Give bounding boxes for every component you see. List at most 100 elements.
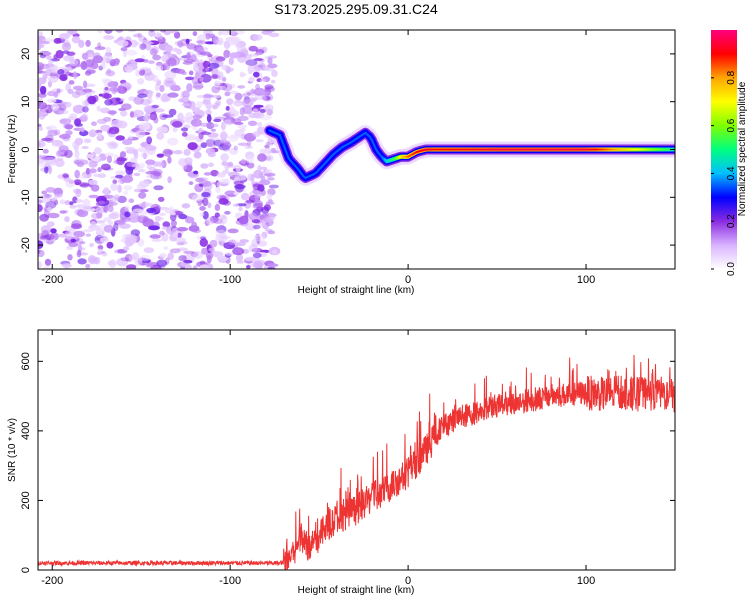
heatmap-cell — [207, 202, 212, 209]
heatmap-cell — [76, 252, 89, 256]
heatmap-cell — [43, 193, 53, 198]
heatmap-cell — [160, 94, 169, 103]
heatmap-cell — [161, 114, 174, 118]
heatmap-cell — [61, 42, 72, 52]
heatmap-cell — [48, 64, 59, 71]
heatmap-cell — [150, 170, 160, 175]
heatmap-cell — [67, 254, 73, 261]
heatmap-cell — [74, 118, 82, 127]
heatmap-ridge-segment — [283, 145, 288, 154]
heatmap-cell — [103, 187, 110, 195]
heatmap-cell — [200, 131, 212, 135]
heatmap-cell — [149, 30, 155, 33]
heatmap-cell — [97, 251, 102, 255]
heatmap-cell — [261, 91, 269, 95]
heatmap-cell — [188, 181, 194, 186]
heatmap-cell — [48, 165, 53, 175]
heatmap-cell — [90, 184, 100, 192]
heatmap-cell — [152, 54, 162, 61]
heatmap-cell — [229, 106, 236, 115]
heatmap-cell — [78, 39, 85, 49]
heatmap-cell — [73, 118, 81, 126]
heatmap-cell — [93, 147, 102, 155]
heatmap-cell — [264, 169, 273, 174]
colorbar-tick-label: 0.0 — [726, 262, 737, 276]
heatmap-cell — [226, 98, 234, 105]
heatmap-cell — [185, 76, 194, 81]
heatmap-cell — [103, 217, 112, 222]
heatmap-cell — [168, 206, 174, 213]
heatmap-cell — [192, 194, 203, 202]
heatmap-cell — [259, 78, 267, 83]
heatmap-cell — [242, 93, 247, 97]
heatmap-cell — [141, 258, 151, 264]
y-tick-label: 0 — [20, 567, 32, 573]
heatmap-cell — [123, 246, 130, 251]
heatmap-cell — [216, 225, 227, 234]
heatmap-cell — [125, 166, 134, 175]
heatmap-cell — [198, 127, 203, 134]
heatmap-cell — [84, 83, 96, 88]
heatmap-cell — [45, 201, 57, 209]
heatmap-cell — [144, 145, 157, 151]
heatmap-cell — [103, 53, 113, 62]
heatmap-cell — [227, 161, 234, 168]
heatmap-cell — [184, 157, 193, 165]
heatmap-cell — [228, 90, 239, 95]
heatmap-cell — [202, 211, 209, 220]
heatmap-cell — [130, 157, 138, 164]
heatmap-cell — [138, 180, 150, 188]
heatmap-cell — [242, 105, 253, 115]
x-tick-label: 0 — [405, 274, 411, 286]
heatmap-cell — [256, 121, 263, 127]
heatmap-cell — [235, 164, 241, 172]
heatmap-cell — [88, 179, 98, 185]
heatmap-cell — [45, 126, 52, 130]
heatmap-cell — [64, 177, 72, 183]
y-axis-label-bottom: SNR (10 * v/v) — [7, 418, 18, 482]
heatmap-cell — [193, 265, 198, 269]
heatmap-ridge-segment — [285, 151, 290, 160]
heatmap-cell — [205, 33, 211, 40]
heatmap-cell — [234, 92, 243, 101]
heatmap-cell — [260, 114, 272, 121]
heatmap-cell — [265, 215, 276, 221]
heatmap-cell — [167, 176, 172, 184]
heatmap-cell — [59, 74, 68, 82]
heatmap-cell — [202, 181, 208, 188]
heatmap-cell — [149, 48, 158, 56]
heatmap-cell — [64, 230, 73, 240]
heatmap-cell — [159, 230, 165, 236]
heatmap-cell — [180, 261, 186, 268]
heatmap-cell — [133, 96, 144, 105]
heatmap-cell — [167, 30, 179, 34]
heatmap-cell — [252, 112, 265, 119]
heatmap-cell — [105, 46, 112, 56]
heatmap-cell — [85, 263, 91, 269]
heatmap-cell — [268, 55, 277, 59]
heatmap-cell — [232, 247, 245, 256]
heatmap-cell — [88, 256, 99, 265]
heatmap-cell — [257, 164, 262, 172]
heatmap-cell — [224, 190, 237, 197]
heatmap-cell — [169, 248, 181, 254]
heatmap-cell — [45, 187, 56, 193]
heatmap-cell — [267, 57, 273, 65]
heatmap-cell — [186, 83, 193, 92]
heatmap-cell — [65, 130, 73, 136]
heatmap-cell — [138, 122, 151, 131]
heatmap-cell — [191, 221, 198, 229]
heatmap-cell — [124, 65, 134, 73]
heatmap-cell — [103, 204, 109, 213]
y-tick-label: 0 — [20, 146, 32, 152]
heatmap-cell — [251, 219, 261, 224]
heatmap-cell — [124, 211, 131, 218]
heatmap-cell — [130, 39, 138, 48]
heatmap-cell — [72, 71, 78, 80]
heatmap-cell — [84, 99, 89, 107]
heatmap-cell — [174, 237, 187, 243]
heatmap-cell — [100, 124, 111, 132]
heatmap-ridge — [261, 122, 675, 186]
heatmap-cell — [145, 159, 156, 165]
heatmap-cell — [199, 122, 211, 127]
